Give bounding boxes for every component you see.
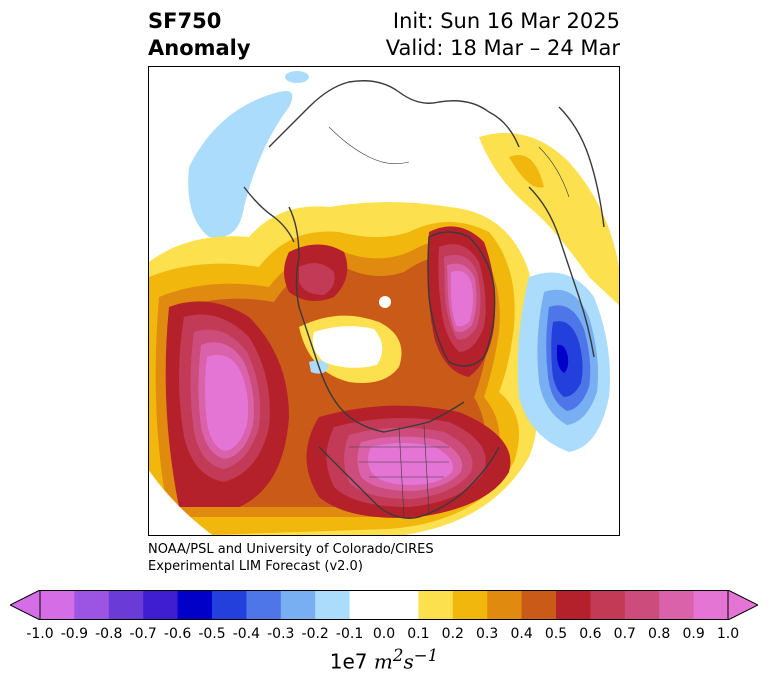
colorbar-extend-low bbox=[10, 590, 41, 620]
colorbar-segment bbox=[693, 590, 729, 620]
colorbar-tick-label: 0.7 bbox=[613, 626, 636, 642]
colorbar-segment bbox=[108, 590, 144, 620]
unit-exp-1: 2 bbox=[392, 646, 404, 665]
colorbar-tick-label: -0.5 bbox=[198, 626, 226, 642]
colorbar-tick-label: -0.9 bbox=[60, 626, 89, 642]
colorbar-tick-label: -0.1 bbox=[335, 626, 364, 642]
init-date: Init: Sun 16 Mar 2025 bbox=[392, 9, 620, 33]
polar-map bbox=[148, 66, 620, 536]
colorbar-segment bbox=[384, 590, 419, 620]
colorbar-segment bbox=[521, 590, 557, 620]
colorbar-segment bbox=[487, 590, 523, 620]
colorbar-tick-label: 0.6 bbox=[579, 626, 602, 642]
colorbar-segment bbox=[590, 590, 626, 620]
anomaly-map-svg bbox=[149, 67, 619, 535]
colorbar-segment bbox=[349, 590, 385, 620]
colorbar-segment bbox=[280, 590, 316, 620]
colorbar-tick-label: -0.8 bbox=[95, 626, 123, 642]
colorbar-segment bbox=[246, 590, 282, 620]
colorbar-segment bbox=[659, 590, 695, 620]
map-title: SF750 Anomaly bbox=[148, 8, 251, 62]
colorbar-tick-label: 0.2 bbox=[441, 626, 464, 642]
credit-line-1: NOAA/PSL and University of Colorado/CIRE… bbox=[148, 542, 434, 557]
colorbar-segment bbox=[143, 590, 179, 620]
colorbar-segment bbox=[74, 590, 110, 620]
credit-line-2: Experimental LIM Forecast (v2.0) bbox=[148, 559, 363, 574]
colorbar-tick-label: 1.0 bbox=[716, 626, 740, 642]
colorbar-tick-label: -0.4 bbox=[232, 626, 261, 642]
colorbar-tick-label: 0.5 bbox=[544, 626, 568, 642]
colorbar-tick-label: 0.3 bbox=[476, 626, 499, 642]
colorbar-segment bbox=[418, 590, 454, 620]
colorbar-tick-label: -0.7 bbox=[129, 626, 157, 642]
unit-m: m bbox=[373, 649, 393, 674]
colorbar-tick-label: 0.8 bbox=[648, 626, 671, 642]
credit-text: NOAA/PSL and University of Colorado/CIRE… bbox=[148, 541, 434, 575]
colorbar-segment bbox=[315, 590, 351, 620]
negative-anomaly-nw bbox=[188, 91, 293, 238]
unit-exp-2: −1 bbox=[413, 646, 439, 665]
title-anomaly: Anomaly bbox=[148, 36, 251, 60]
colorbar-segment bbox=[452, 590, 488, 620]
colorbar-tick-label: 0.9 bbox=[682, 626, 705, 642]
colorbar bbox=[10, 590, 758, 620]
colorbar-units: 1e7 m2s−1 bbox=[0, 646, 768, 674]
colorbar-ticks: -1.0 -0.9 -0.8 -0.7 -0.6 -0.5 -0.4 -0.3 -0.2 -0.1… bbox=[0, 626, 768, 644]
colorbar-tick-label: -0.2 bbox=[301, 626, 329, 642]
unit-prefix: 1e7 bbox=[329, 649, 368, 674]
colorbar-segment bbox=[40, 590, 75, 620]
valid-range: Valid: 18 Mar – 24 Mar bbox=[385, 36, 620, 60]
colorbar-tick-label: 0.4 bbox=[510, 626, 533, 642]
positive-peak-greenland bbox=[451, 270, 473, 327]
unit-s: s bbox=[403, 649, 414, 674]
colorbar-tick-label: -1.0 bbox=[26, 626, 54, 642]
colorbar-segment bbox=[212, 590, 247, 620]
colorbar-segment bbox=[177, 590, 213, 620]
colorbar-segment bbox=[624, 590, 660, 620]
forecast-dates: Init: Sun 16 Mar 2025 Valid: 18 Mar – 24… bbox=[386, 8, 620, 62]
colorbar-extend-high bbox=[727, 590, 758, 620]
title-variable: SF750 bbox=[148, 9, 222, 33]
colorbar-tick-label: 0.1 bbox=[407, 626, 430, 642]
colorbar-segment bbox=[556, 590, 591, 620]
positive-peak-us bbox=[368, 443, 453, 485]
positive-peak-pacific bbox=[205, 354, 249, 451]
colorbar-tick-label: 0.0 bbox=[372, 626, 396, 642]
colorbar-tick-label: -0.3 bbox=[267, 626, 295, 642]
colorbar-tick-label: -0.6 bbox=[163, 626, 192, 642]
